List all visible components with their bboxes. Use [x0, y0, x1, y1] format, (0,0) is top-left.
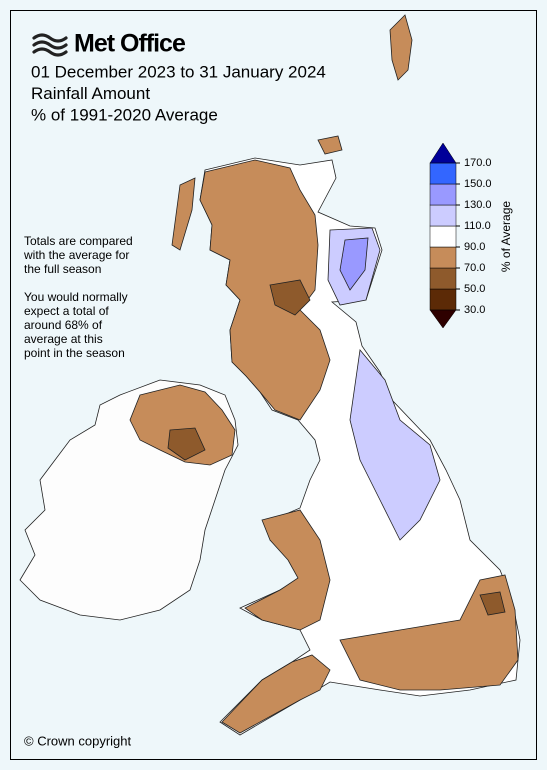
scotland-darker [269, 279, 311, 316]
note-line: with the average for [23, 248, 129, 262]
note-line: average at this [24, 332, 103, 346]
northern-ireland [129, 384, 236, 466]
colorbar-tick-label: 110.0 [464, 220, 491, 232]
colorbar-under [429, 309, 457, 329]
note-line: expect a total of [24, 304, 109, 318]
scotland-dry [199, 159, 331, 421]
south-dry [339, 574, 519, 691]
east-scotland-wetter [339, 237, 369, 291]
colorbar-tick-label: 170.0 [464, 157, 492, 169]
colorbar-tick-label: 50.0 [464, 283, 485, 295]
north-england-wet [349, 349, 441, 541]
note-line: the full season [24, 262, 101, 276]
copyright: © Crown copyright [24, 733, 132, 748]
colorbar-tick-label: 150.0 [464, 178, 492, 190]
frame [10, 10, 537, 760]
colorbar-tick-label: 70.0 [464, 262, 485, 274]
title-line: % of 1991-2020 Average [31, 105, 218, 124]
logo-text: Met Office [74, 30, 186, 58]
colorbar: 30.0 50.0 70.0 90.0 110.0 130.0 150.0 170.0 % of… [429, 142, 513, 329]
note-line: Totals are compared [24, 234, 133, 248]
colorbar-band [429, 288, 457, 311]
colorbar-band [429, 246, 457, 269]
note-line: You would normally [24, 290, 128, 304]
title-line: 01 December 2023 to 31 January 2024 [31, 62, 326, 81]
note-line: around 68% of [24, 318, 103, 332]
note-line: point in the season [24, 346, 125, 360]
colorbar-tick-label: 90.0 [464, 241, 485, 253]
colorbar-label: % of Average [499, 201, 513, 272]
title-line: Rainfall Amount [31, 84, 150, 103]
ni-dark [167, 427, 206, 461]
south-darker [479, 591, 506, 616]
hebrides [171, 177, 196, 251]
colorbar-band [429, 183, 457, 206]
colorbar-band [429, 225, 457, 248]
colorbar-band [429, 267, 457, 290]
shetland [389, 14, 413, 81]
colorbar-band [429, 204, 457, 227]
logo-icon [32, 33, 68, 57]
southwest-dry [221, 654, 331, 734]
wales-dry [244, 509, 331, 631]
colorbar-over [429, 142, 457, 164]
orkney [317, 135, 343, 155]
colorbar-band [429, 162, 457, 185]
colorbar-tick-label: 30.0 [464, 304, 485, 316]
colorbar-tick-label: 130.0 [464, 199, 492, 211]
map [19, 14, 521, 736]
